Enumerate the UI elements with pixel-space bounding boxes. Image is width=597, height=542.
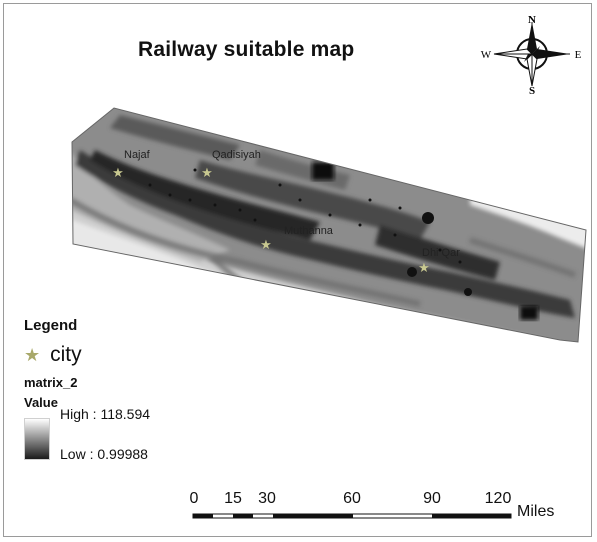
- city-marker-dhi-qar: ★ Dhi Qar: [418, 247, 460, 275]
- legend-high-label: High : 118.594: [60, 406, 151, 422]
- city-star-icon: ★: [24, 345, 41, 365]
- city-star-icon: ★: [260, 237, 272, 252]
- city-marker-muthanna: ★ Muthanna: [260, 225, 334, 252]
- city-marker-qadisiyah: ★ Qadisiyah: [201, 149, 261, 180]
- legend-low-label: Low : 0.99988: [60, 446, 148, 462]
- legend-value-label: Value: [24, 395, 58, 410]
- compass-west-label: W: [481, 49, 492, 61]
- map-frame: [3, 3, 592, 537]
- scale-tick-label: 30: [258, 490, 276, 507]
- compass-south-label: S: [529, 85, 535, 96]
- city-label: Dhi Qar: [422, 247, 460, 259]
- scale-tick-label: 120: [484, 490, 512, 507]
- scale-tick-label: 0: [189, 490, 199, 507]
- scale-tick-label: 90: [423, 490, 441, 507]
- scale-unit-label: Miles: [517, 503, 555, 520]
- city-star-icon: ★: [201, 165, 213, 180]
- city-label: Muthanna: [284, 225, 334, 237]
- scale-tick-label: 60: [343, 490, 361, 507]
- legend-layer-name: matrix_2: [24, 375, 78, 390]
- city-star-icon: ★: [418, 260, 430, 275]
- scale-tick-label: 15: [224, 490, 242, 507]
- compass-rose-icon: N S W E: [481, 14, 582, 96]
- city-marker-najaf: ★ Najaf: [112, 149, 150, 180]
- city-label: Najaf: [124, 149, 151, 161]
- city-label: Qadisiyah: [212, 149, 261, 161]
- compass-east-label: E: [575, 49, 582, 61]
- map-title: Railway suitable map: [138, 38, 355, 61]
- city-star-icon: ★: [112, 165, 124, 180]
- legend-color-ramp: [24, 418, 50, 460]
- legend-city-label: city: [50, 343, 82, 366]
- legend-city-entry: ★ city: [24, 342, 82, 368]
- compass-north-label: N: [528, 14, 536, 26]
- legend-title: Legend: [24, 317, 78, 334]
